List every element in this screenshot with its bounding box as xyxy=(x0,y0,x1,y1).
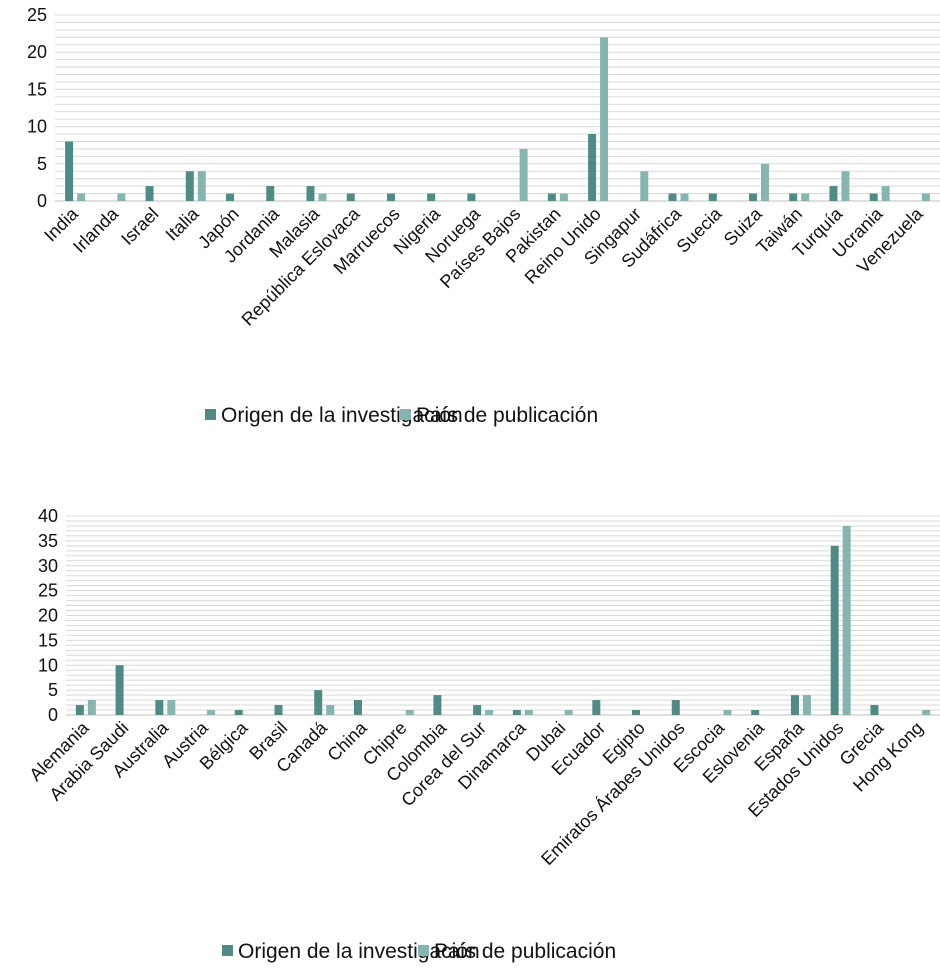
legend-label: País de publicación xyxy=(416,404,598,427)
bar-origen xyxy=(274,705,283,715)
y-tick-label: 30 xyxy=(38,556,58,576)
y-tick-label: 35 xyxy=(38,531,58,551)
bar-publicacion xyxy=(801,193,810,201)
bar-origen xyxy=(547,193,556,201)
bar-origen xyxy=(427,193,436,201)
bar-origen xyxy=(346,193,355,201)
bar-publicacion xyxy=(760,163,769,201)
y-tick-label: 15 xyxy=(38,630,58,650)
bar-origen xyxy=(671,700,680,715)
bar-publicacion xyxy=(881,186,890,201)
bar-origen xyxy=(473,705,482,715)
bar-publicacion xyxy=(167,700,176,715)
bar-origen xyxy=(830,545,839,715)
bar-origen xyxy=(512,710,521,715)
bar-origen xyxy=(115,665,124,715)
bar-publicacion xyxy=(640,171,649,201)
bar-origen xyxy=(790,695,799,715)
bar-origen xyxy=(869,193,878,201)
bar-publicacion xyxy=(197,171,206,201)
bar-origen xyxy=(632,710,641,715)
bar-origen xyxy=(65,141,74,201)
y-tick-label: 20 xyxy=(38,606,58,626)
bar-publicacion xyxy=(680,193,689,201)
bar-publicacion xyxy=(842,525,851,715)
bar-origen xyxy=(266,186,275,201)
y-tick-label: 15 xyxy=(27,79,47,99)
x-tick-label: Israel xyxy=(117,204,162,249)
bar-publicacion xyxy=(802,695,811,715)
legend-swatch xyxy=(418,945,429,956)
bar-origen xyxy=(751,710,760,715)
bar-publicacion xyxy=(922,710,931,715)
legend-swatch xyxy=(222,945,233,956)
legend-swatch xyxy=(205,409,216,420)
bar-publicacion xyxy=(524,710,533,715)
bar-publicacion xyxy=(87,700,96,715)
y-tick-label: 25 xyxy=(27,5,47,25)
bar-origen xyxy=(789,193,798,201)
bar-origen xyxy=(314,690,323,715)
y-tick-label: 10 xyxy=(27,117,47,137)
bar-origen xyxy=(592,700,601,715)
bar-publicacion xyxy=(921,193,930,201)
bar-origen xyxy=(234,710,243,715)
bar-publicacion xyxy=(723,710,732,715)
y-tick-label: 0 xyxy=(48,705,58,725)
bar-publicacion xyxy=(485,710,494,715)
bar-publicacion xyxy=(77,193,86,201)
bar-origen xyxy=(433,695,442,715)
y-tick-label: 5 xyxy=(48,680,58,700)
bar-origen xyxy=(226,193,235,201)
bar-origen xyxy=(668,193,677,201)
bar-publicacion xyxy=(559,193,568,201)
x-tick-label: Irlanda xyxy=(69,203,123,257)
legend-label: País de publicación xyxy=(434,940,616,963)
bar-publicacion xyxy=(117,193,126,201)
bar-origen xyxy=(75,705,84,715)
x-tick-label: Suecia xyxy=(673,203,727,257)
bar-origen xyxy=(829,186,838,201)
y-tick-label: 25 xyxy=(38,581,58,601)
bar-origen xyxy=(708,193,717,201)
y-tick-label: 10 xyxy=(38,655,58,675)
bar-publicacion xyxy=(207,710,216,715)
bar-publicacion xyxy=(405,710,414,715)
bar-origen xyxy=(467,193,476,201)
bar-publicacion xyxy=(326,705,335,715)
y-tick-label: 0 xyxy=(37,191,47,211)
bar-publicacion xyxy=(318,193,327,201)
y-tick-label: 5 xyxy=(37,154,47,174)
legend-swatch xyxy=(400,409,411,420)
bar-publicacion xyxy=(564,710,573,715)
y-tick-label: 20 xyxy=(27,42,47,62)
bar-origen xyxy=(386,193,395,201)
y-tick-label: 40 xyxy=(38,506,58,526)
bar-origen xyxy=(185,171,194,201)
bar-origen xyxy=(588,134,597,201)
bar-origen xyxy=(145,186,154,201)
bar-publicacion xyxy=(600,37,609,201)
bar-origen xyxy=(306,186,315,201)
bar-origen xyxy=(353,700,362,715)
bar-origen xyxy=(155,700,164,715)
bar-publicacion xyxy=(841,171,850,201)
bar-origen xyxy=(870,705,879,715)
bar-publicacion xyxy=(519,148,528,201)
bar-origen xyxy=(748,193,757,201)
